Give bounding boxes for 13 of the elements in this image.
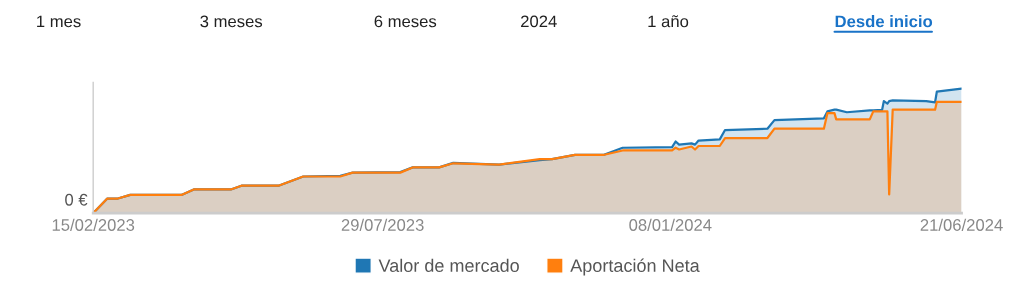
x-tick-label: 15/02/2023 — [52, 218, 135, 231]
text: 1 mes — [37, 15, 81, 28]
text: Desde inicio — [835, 15, 933, 28]
x-tick-label: 08/01/2024 — [629, 218, 712, 231]
text: 0 € — [65, 193, 88, 206]
legend-label: Aportación Neta — [570, 258, 700, 276]
x-tick-label: 29/07/2023 — [341, 218, 424, 231]
text: 2024 — [521, 15, 557, 28]
text: 3 meses — [200, 15, 263, 28]
text: 1 año — [648, 15, 689, 28]
legend-label: Valor de mercado — [378, 258, 519, 273]
x-tick-label: 21/06/2024 — [920, 218, 1003, 231]
text: 6 meses — [374, 15, 437, 28]
